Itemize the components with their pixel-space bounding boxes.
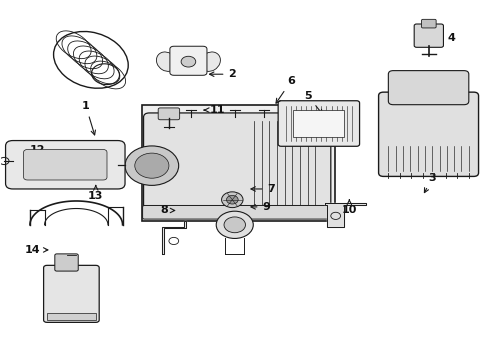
- FancyBboxPatch shape: [43, 265, 99, 322]
- Circle shape: [216, 211, 253, 238]
- Circle shape: [181, 56, 195, 67]
- FancyBboxPatch shape: [387, 71, 468, 105]
- FancyBboxPatch shape: [5, 140, 125, 189]
- FancyBboxPatch shape: [142, 206, 333, 219]
- Text: 2: 2: [209, 69, 236, 79]
- FancyBboxPatch shape: [413, 24, 443, 47]
- Text: 9: 9: [250, 202, 270, 212]
- Text: 6: 6: [275, 76, 294, 103]
- FancyBboxPatch shape: [421, 19, 435, 28]
- Bar: [293, 110, 344, 137]
- Polygon shape: [325, 203, 366, 226]
- Bar: [142, 105, 334, 221]
- Text: 1: 1: [82, 102, 95, 135]
- FancyBboxPatch shape: [143, 113, 330, 219]
- Text: 12: 12: [29, 144, 53, 158]
- Text: 3: 3: [424, 173, 435, 193]
- FancyBboxPatch shape: [278, 101, 359, 146]
- Text: 4: 4: [435, 33, 455, 43]
- Circle shape: [226, 195, 238, 204]
- Circle shape: [135, 153, 168, 178]
- Ellipse shape: [156, 52, 176, 71]
- Circle shape: [224, 217, 245, 233]
- Text: 5: 5: [304, 91, 322, 114]
- FancyBboxPatch shape: [55, 254, 78, 271]
- Circle shape: [125, 146, 178, 185]
- Bar: [47, 313, 96, 320]
- Ellipse shape: [200, 52, 220, 71]
- FancyBboxPatch shape: [158, 108, 179, 120]
- Text: 10: 10: [341, 200, 356, 216]
- Text: 14: 14: [24, 245, 48, 255]
- Text: 11: 11: [204, 105, 225, 115]
- Text: 8: 8: [160, 206, 174, 216]
- FancyBboxPatch shape: [23, 149, 107, 180]
- Polygon shape: [161, 221, 185, 253]
- Text: 7: 7: [250, 184, 275, 194]
- FancyBboxPatch shape: [169, 46, 206, 75]
- Text: 13: 13: [88, 185, 103, 201]
- Circle shape: [221, 192, 243, 208]
- FancyBboxPatch shape: [378, 92, 478, 176]
